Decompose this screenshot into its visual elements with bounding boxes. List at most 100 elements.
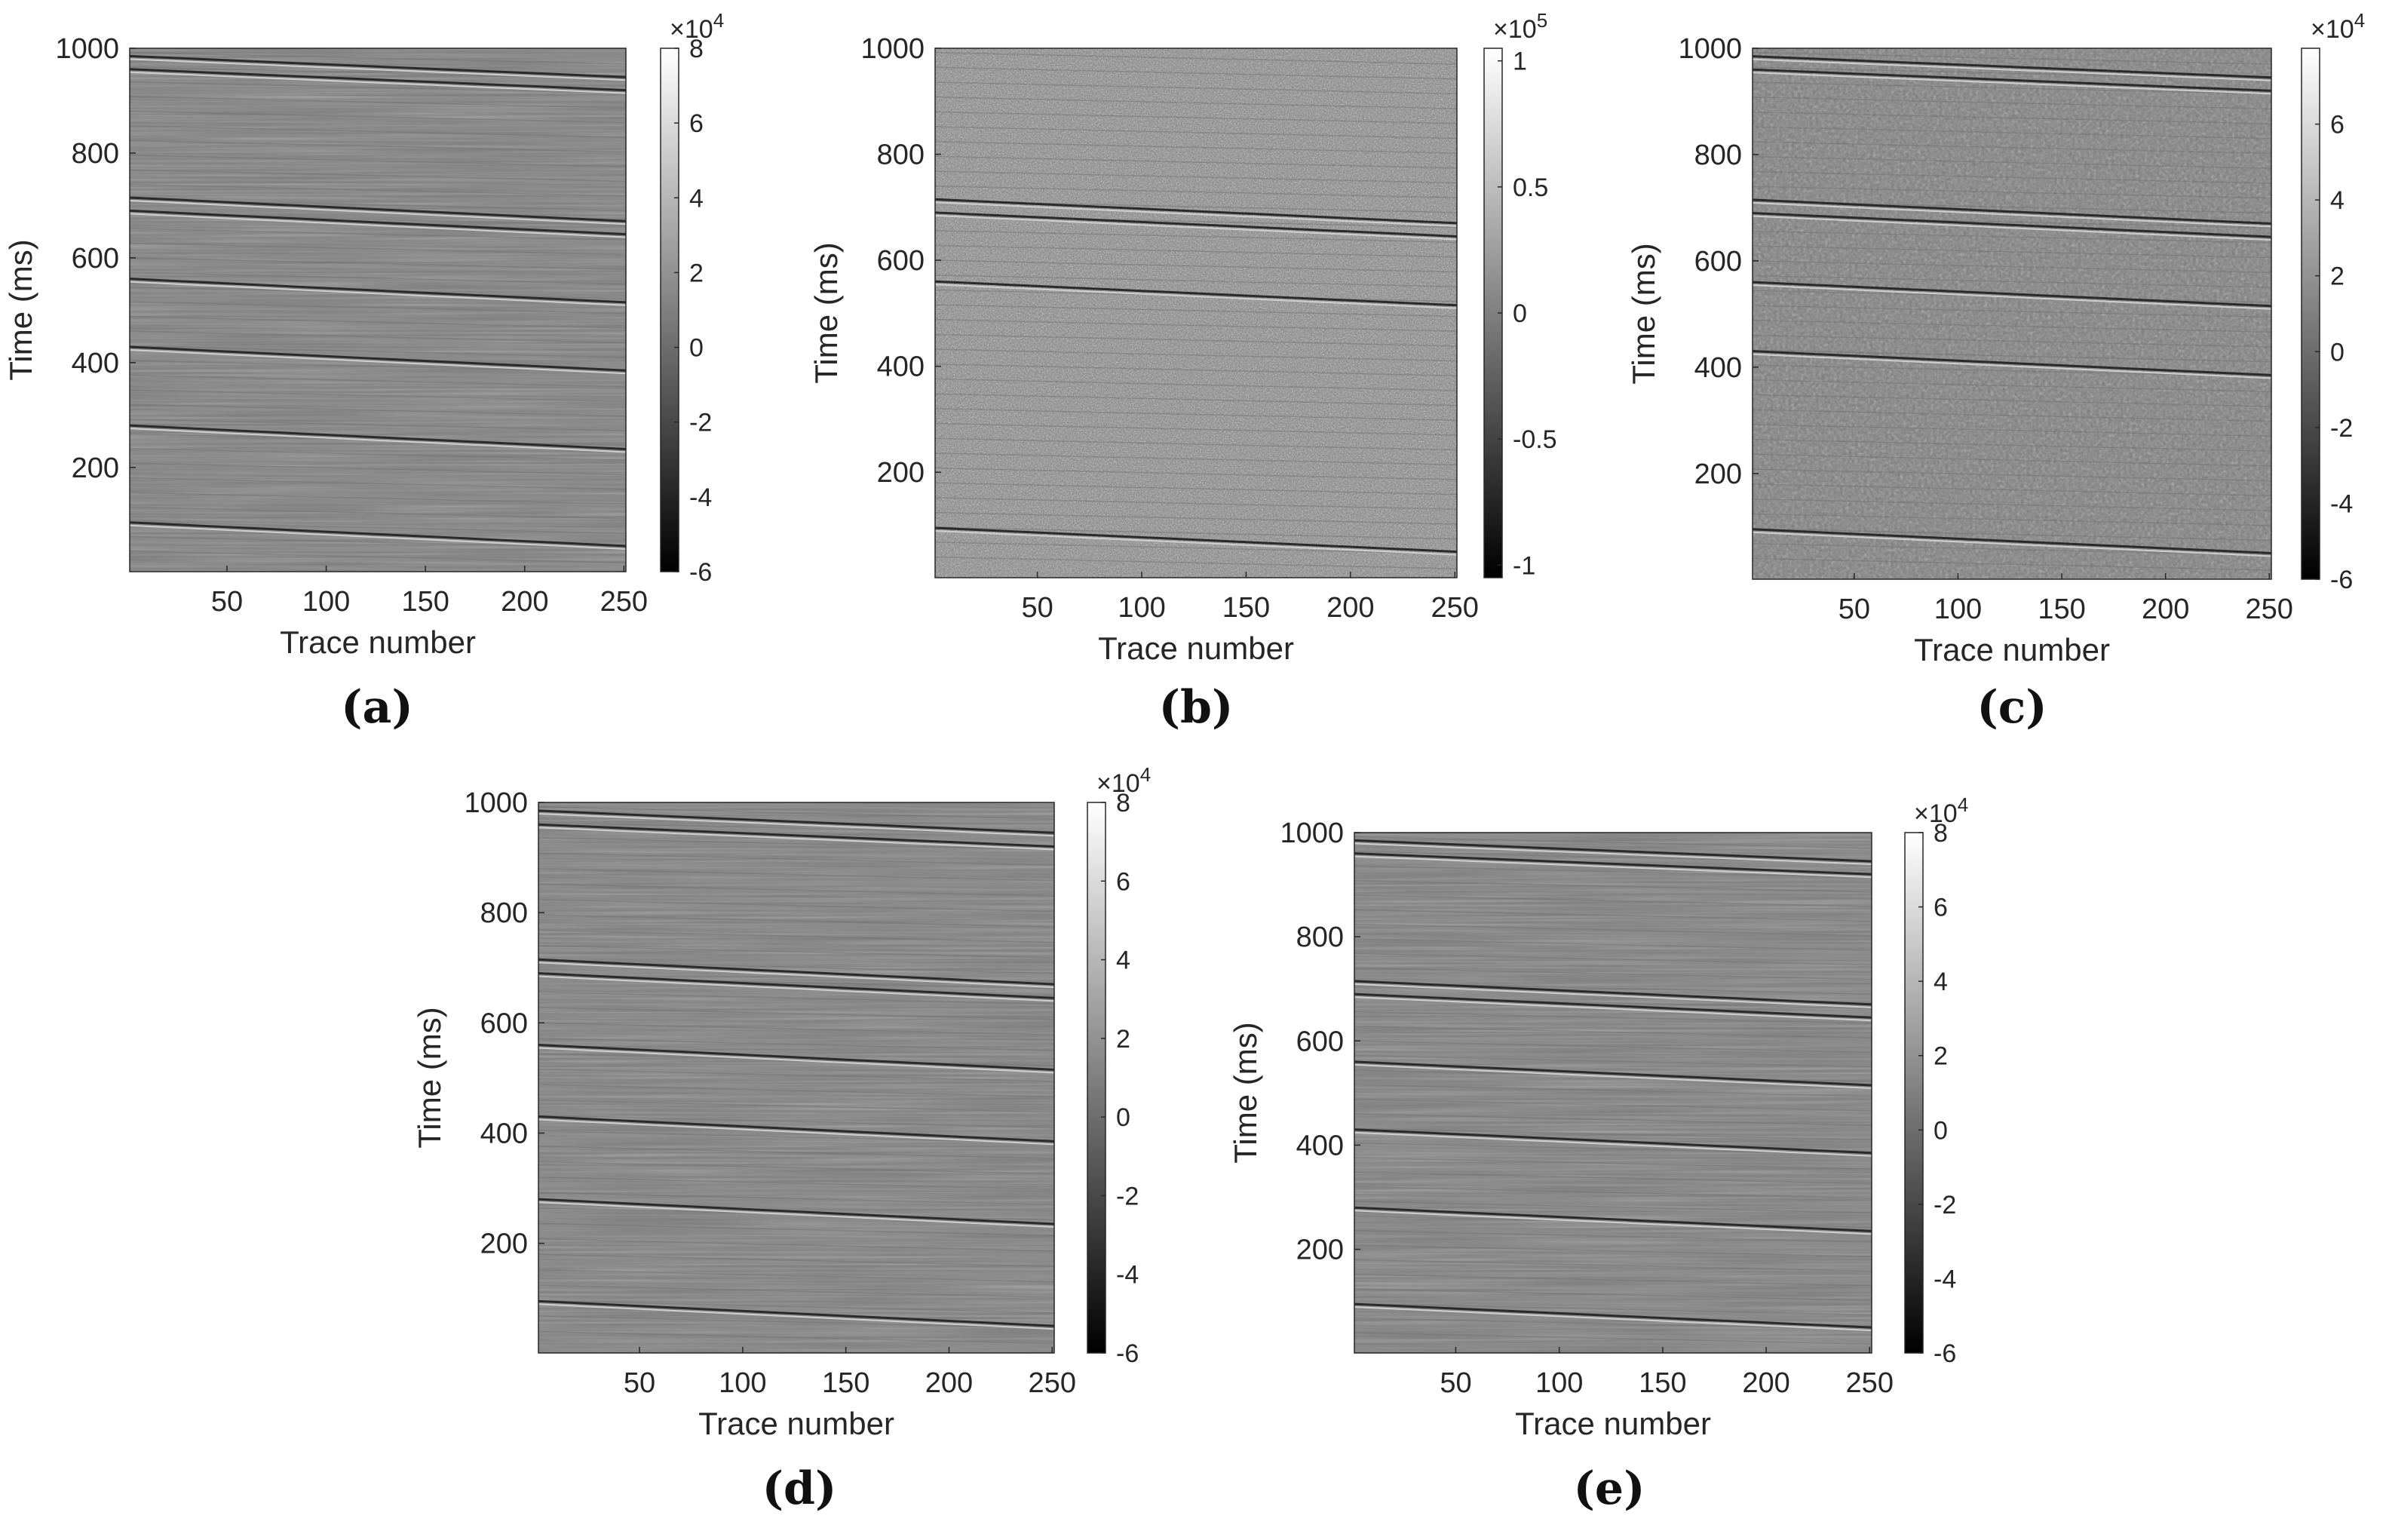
panel-c-reflector: [1752, 211, 2272, 241]
panel-d-x-axis-label: Trace number: [698, 1406, 894, 1441]
panel-d-colorbar-tick-label: 0: [1116, 1103, 1130, 1132]
panel-d-colorbar: 8 6 4 2 0 -2 -4 -6 ×104: [1087, 763, 1151, 1368]
panel-b-y-tick-label: 800: [877, 140, 925, 171]
panel-b-x-axis-label: Trace number: [1098, 630, 1294, 666]
panel-b-reflector: [934, 526, 1458, 556]
panel-d-reflector: [538, 1044, 1055, 1074]
panel-b-x-tick-label: 50: [1021, 592, 1053, 624]
panel-b-axes-frame: [934, 48, 1458, 578]
panel-c-reflector: [1752, 55, 2272, 81]
panel-c-y-tick-label: 600: [1694, 246, 1742, 278]
panel-a-reflector: [129, 521, 627, 550]
panel-e-reflector: [1354, 839, 1872, 865]
panel-b-colorbar-tick-label: 1: [1513, 48, 1527, 76]
panel-c: 50 100 150 200 250 200 400 600 800 1000 Trace numb…: [1626, 9, 2365, 734]
panel-b-colorbar-tick-label: -0.5: [1513, 425, 1557, 454]
panel-b-y-tick-label: 1000: [860, 33, 925, 65]
panel-b-x-tick-label: 200: [1326, 592, 1374, 624]
panel-e-reflector: [1354, 852, 1872, 879]
panel-a-y-tick-label: 600: [72, 243, 119, 275]
panel-e-y-tick-label: 1000: [1280, 818, 1344, 849]
panel-d-colorbar-tick-label: -2: [1116, 1182, 1139, 1210]
panel-d-colorbar-tick-label: -6: [1116, 1339, 1139, 1368]
panel-e-label: (e): [1574, 1462, 1645, 1515]
panel-e-y-tick-label: 400: [1296, 1130, 1344, 1161]
panel-e-y-tick-label: 600: [1296, 1026, 1344, 1057]
panel-c-reflector: [1752, 281, 2272, 310]
panel-d-y-tick-label: 200: [480, 1229, 528, 1260]
panel-c-colorbar-tick-label: 2: [2330, 262, 2345, 291]
panel-a-colorbar-tick-label: -2: [689, 409, 712, 437]
panel-d-colorbar-tick-label: -4: [1116, 1261, 1139, 1290]
panel-d-reflector: [538, 809, 1055, 837]
panel-c-y-tick-label: 200: [1694, 459, 1742, 490]
panel-c-colorbar-tick-label: 6: [2330, 111, 2345, 140]
panel-a-y-tick-label: 800: [72, 138, 119, 170]
panel-a-y-tick-label: 400: [72, 348, 119, 379]
panel-b-x-tick-label: 150: [1222, 592, 1270, 624]
panel-b-y-tick-label: 600: [877, 245, 925, 277]
panel-c-colorbar: 6 4 2 0 -2 -4 -6 ×104: [2301, 9, 2365, 594]
panel-c-x-tick-label: 250: [2246, 594, 2293, 625]
panel-d-x-tick-label: 250: [1029, 1367, 1076, 1399]
panel-a: 50 100 150 200 250 200 400 600 800 1000 Trace numb…: [3, 9, 724, 734]
panel-c-x-axis-label: Trace number: [1914, 632, 2110, 667]
panel-d-label: (d): [762, 1462, 837, 1515]
panel-a-x-tick-label: 200: [501, 586, 548, 618]
panel-d-colorbar-tick-label: 2: [1116, 1025, 1130, 1054]
panel-e-y-tick-label: 800: [1296, 922, 1344, 953]
panel-e-x-tick-label: 200: [1742, 1367, 1789, 1399]
panel-c-colorbar-tick-label: 0: [2330, 338, 2345, 367]
panel-a-colorbar-tick-label: 6: [689, 109, 704, 138]
panel-d-reflector: [538, 972, 1055, 1002]
panel-d-reflector: [538, 823, 1055, 851]
panel-e: 50 100 150 200 250 200 400 600 800 1000 Trace numb…: [1228, 793, 1968, 1515]
panel-a-colorbar-tick-label: 2: [689, 259, 704, 287]
panel-b-colorbar-tick-label: 0: [1513, 299, 1527, 328]
panel-c-x-tick-label: 150: [2038, 594, 2085, 625]
panel-a-y-tick-label: 200: [72, 452, 119, 484]
panel-e-reflector: [1354, 1302, 1872, 1332]
panel-e-reflector: [1354, 1128, 1872, 1157]
panel-e-y-tick-label: 200: [1296, 1235, 1344, 1266]
panel-a-reflector: [129, 54, 627, 81]
panel-e-x-tick-label: 50: [1440, 1367, 1471, 1399]
panel-e-x-tick-label: 100: [1535, 1367, 1583, 1399]
panel-e-colorbar-tick-label: 0: [1934, 1116, 1948, 1145]
panel-a-reflector: [129, 424, 627, 453]
panel-e-x-tick-label: 150: [1639, 1367, 1686, 1399]
panel-c-colorbar-tick-label: -2: [2330, 414, 2353, 443]
panel-e-colorbar-tick-label: 6: [1934, 894, 1948, 922]
panel-c-colorbar-gradient: [2301, 48, 2320, 580]
panel-d-reflector: [538, 1115, 1055, 1146]
panel-a-colorbar-tick-label: 8: [689, 35, 704, 63]
panel-d-colorbar-tick-label: 8: [1116, 789, 1130, 818]
panel-b-y-tick-label: 400: [877, 351, 925, 383]
panel-a-x-tick-label: 100: [302, 586, 350, 618]
panel-d-reflector: [538, 1299, 1055, 1330]
panel-d-colorbar-exponent: ×104: [1096, 763, 1151, 798]
panel-c-x-tick-label: 50: [1839, 594, 1870, 625]
panel-e-reflector: [1354, 980, 1872, 1008]
panel-c-x-tick-label: 200: [2142, 594, 2189, 625]
panel-c-noise-texture: [1753, 48, 2271, 579]
panel-a-y-tick-label: 1000: [55, 33, 119, 65]
panel-d-reflector: [538, 958, 1055, 989]
panel-b: 50 100 150 200 250 200 400 600 800 1000 Trace numb…: [808, 9, 1557, 734]
panel-a-reflector: [129, 345, 627, 375]
panel-b-y-tick-label: 200: [877, 457, 925, 489]
panel-e-colorbar-gradient: [1904, 832, 1924, 1354]
panel-b-noise-texture: [935, 48, 1457, 578]
panel-e-y-axis-label: Time (ms): [1228, 1022, 1263, 1163]
panel-c-y-tick-label: 1000: [1678, 33, 1742, 65]
panel-e-reflector: [1354, 992, 1872, 1022]
panel-c-y-tick-label: 400: [1694, 352, 1742, 384]
panel-a-colorbar-tick-label: 4: [689, 184, 704, 213]
panel-a-colorbar-tick-label: 0: [689, 334, 704, 363]
panel-d-colorbar-gradient: [1087, 802, 1106, 1354]
panel-e-colorbar: 8 6 4 2 0 -2 -4 -6 ×104: [1904, 793, 1968, 1368]
panel-a-x-tick-label: 150: [401, 586, 449, 618]
panel-d-reflector: [538, 1198, 1055, 1229]
panel-b-colorbar: 1 0.5 0 -0.5 -1 ×105: [1483, 9, 1557, 580]
panel-b-colorbar-exponent: ×105: [1493, 9, 1547, 44]
